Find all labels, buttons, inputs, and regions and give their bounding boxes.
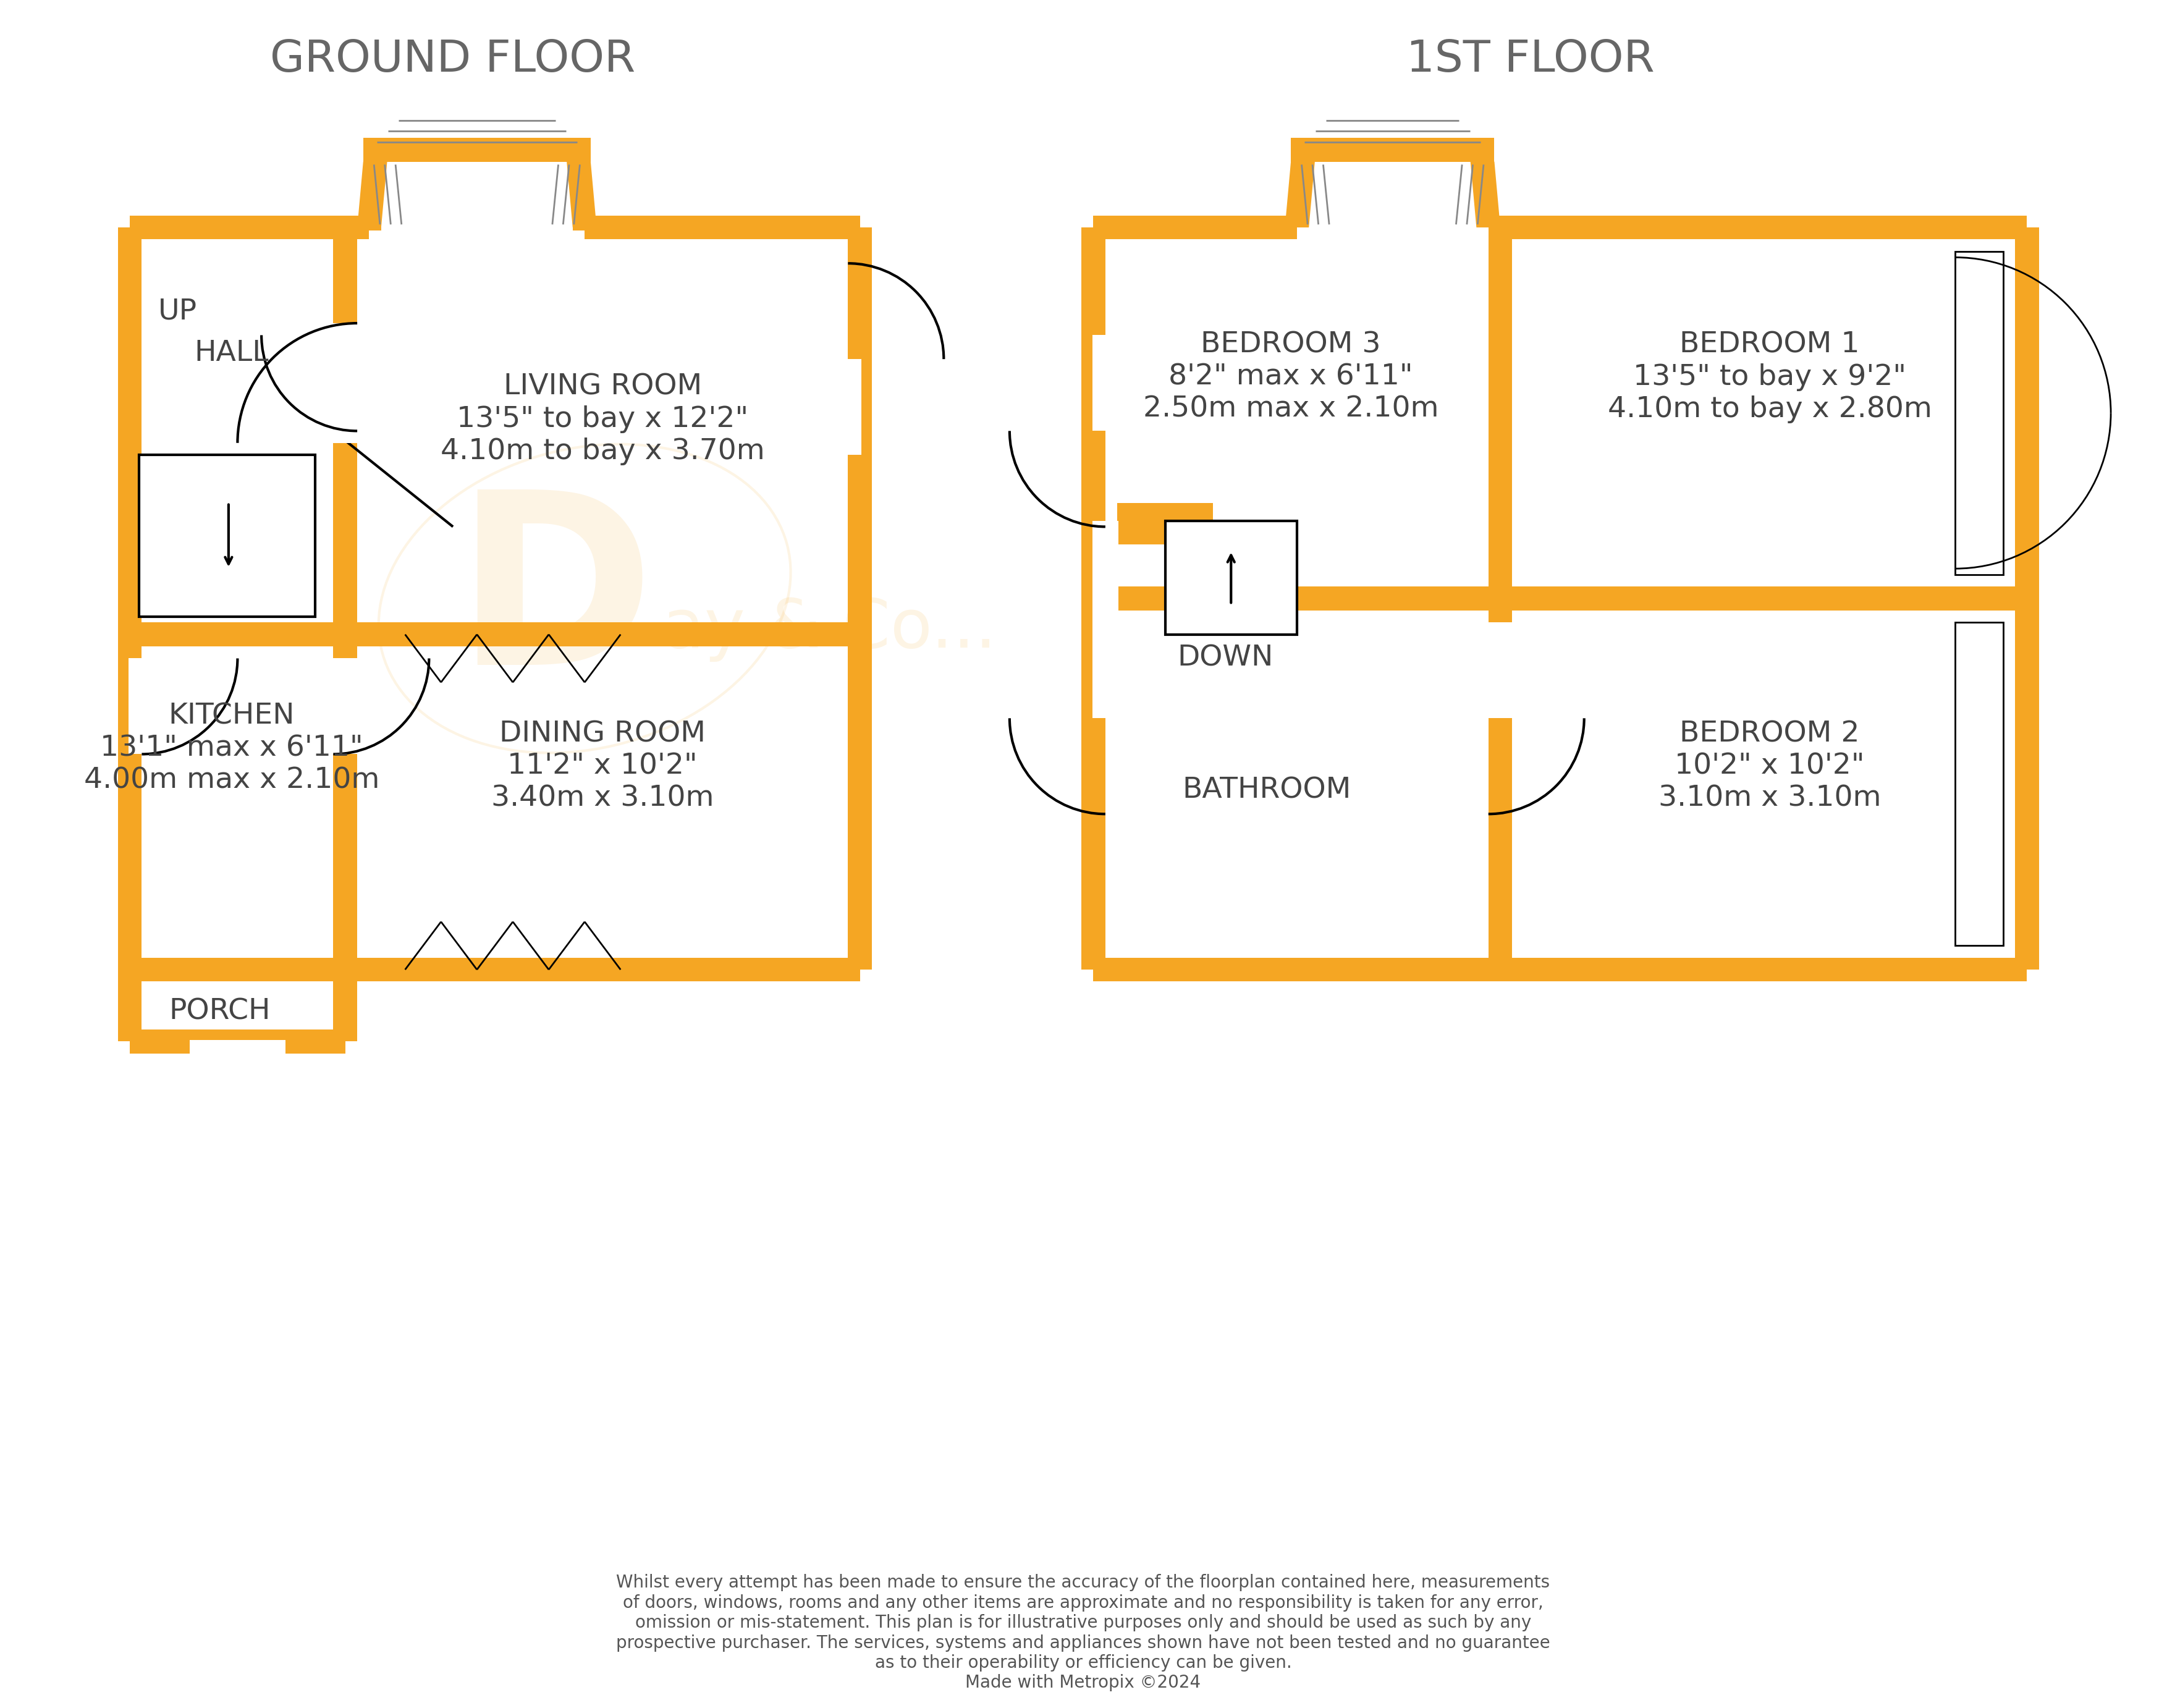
Bar: [572, 215, 596, 231]
Text: GROUND FLOOR: GROUND FLOOR: [271, 39, 635, 82]
Bar: [358, 215, 381, 231]
Bar: [334, 970, 358, 1042]
Bar: [1092, 335, 1118, 430]
Text: BATHROOM: BATHROOM: [1183, 775, 1352, 804]
Polygon shape: [568, 162, 596, 227]
Bar: [130, 622, 860, 646]
Bar: [332, 323, 358, 442]
Bar: [128, 658, 154, 755]
Bar: [1092, 521, 1118, 634]
Bar: [117, 970, 141, 1042]
Bar: [1094, 586, 1500, 610]
Text: ay & Co...: ay & Co...: [663, 596, 997, 661]
Bar: [1500, 586, 2026, 610]
Text: KITCHEN
13'1" max x 6'11"
4.00m max x 2.10m: KITCHEN 13'1" max x 6'11" 4.00m max x 2.…: [85, 702, 379, 794]
Text: PORCH: PORCH: [169, 997, 271, 1025]
Bar: [130, 1030, 345, 1054]
Polygon shape: [1471, 162, 1500, 227]
Text: HALL: HALL: [195, 340, 269, 367]
Text: BEDROOM 3
8'2" max x 6'11"
2.50m max x 2.10m: BEDROOM 3 8'2" max x 6'11" 2.50m max x 2…: [1142, 331, 1439, 424]
Bar: [2015, 227, 2039, 970]
Bar: [332, 658, 358, 755]
Text: BEDROOM 2
10'2" x 10'2"
3.10m x 3.10m: BEDROOM 2 10'2" x 10'2" 3.10m x 3.10m: [1658, 721, 1881, 813]
Bar: [1292, 138, 1495, 162]
Bar: [1955, 622, 2002, 946]
Text: DINING ROOM
11'2" x 10'2"
3.40m x 3.10m: DINING ROOM 11'2" x 10'2" 3.40m x 3.10m: [492, 721, 713, 813]
Text: D: D: [455, 482, 654, 716]
Bar: [334, 227, 358, 634]
Polygon shape: [1285, 162, 1315, 227]
Text: BEDROOM 1
13'5" to bay x 9'2"
4.10m to bay x 2.80m: BEDROOM 1 13'5" to bay x 9'2" 4.10m to b…: [1608, 331, 1931, 424]
Bar: [1489, 227, 1513, 970]
Text: DOWN: DOWN: [1177, 644, 1272, 673]
Text: Whilst every attempt has been made to ensure the accuracy of the floorplan conta: Whilst every attempt has been made to en…: [615, 1575, 1549, 1691]
Text: LIVING ROOM
13'5" to bay x 12'2"
4.10m to bay x 3.70m: LIVING ROOM 13'5" to bay x 12'2" 4.10m t…: [440, 372, 765, 465]
Bar: [332, 335, 358, 430]
Bar: [130, 958, 860, 982]
Bar: [117, 227, 141, 970]
Bar: [1092, 622, 1118, 719]
Bar: [1296, 557, 1393, 582]
Bar: [364, 138, 592, 162]
Bar: [191, 1040, 286, 1066]
Bar: [1955, 251, 2002, 574]
Text: UP: UP: [158, 297, 197, 325]
Bar: [834, 359, 860, 454]
Bar: [1081, 227, 1105, 970]
Bar: [1118, 502, 1214, 545]
Bar: [1094, 215, 1296, 239]
Polygon shape: [358, 162, 388, 227]
Bar: [1166, 521, 1296, 634]
Bar: [334, 634, 358, 970]
Bar: [1489, 215, 2026, 239]
Bar: [1094, 958, 2026, 982]
Bar: [847, 227, 871, 970]
Bar: [139, 454, 316, 617]
Bar: [585, 215, 860, 239]
Bar: [130, 215, 368, 239]
Text: 1ST FLOOR: 1ST FLOOR: [1406, 39, 1653, 82]
Bar: [1487, 622, 1513, 719]
